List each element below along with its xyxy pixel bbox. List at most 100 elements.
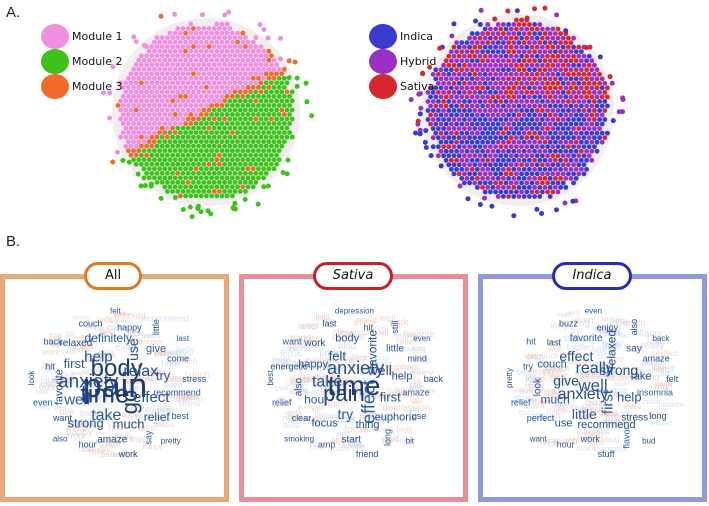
module-node: [123, 107, 129, 113]
strain-type-node: [505, 85, 512, 91]
module-node: [159, 43, 165, 50]
module-node: [229, 111, 236, 118]
module-node: [180, 98, 186, 104]
strain-type-node: [451, 89, 457, 96]
strain-type-node: [472, 162, 478, 168]
module-node: [276, 84, 282, 91]
strain-type-node: [511, 184, 517, 191]
module-node: [154, 80, 160, 86]
strain-type-node: [563, 103, 569, 109]
strain-type-node: [482, 89, 488, 96]
module-node: [208, 48, 215, 54]
strain-type-node: [479, 85, 486, 91]
strain-type-node: [560, 44, 566, 50]
module-node: [190, 89, 197, 95]
module-node: [201, 98, 207, 104]
strain-type-node: [472, 98, 478, 105]
module-node: [182, 193, 189, 199]
module-node: [164, 188, 171, 195]
strain-type-node: [482, 53, 488, 59]
strain-type-node: [482, 134, 488, 141]
strain-type-node: [596, 80, 603, 87]
strain-type-node: [443, 76, 449, 82]
module-node: [188, 184, 194, 190]
strain-type-node: [521, 112, 527, 118]
module-node: [156, 57, 163, 63]
module-node: [143, 134, 150, 140]
module-node: [203, 57, 210, 63]
strain-type-node: [482, 180, 488, 186]
module-node: [169, 134, 176, 140]
strain-type-node: [594, 94, 600, 100]
strain-type-node: [490, 39, 496, 46]
strain-type-node: [550, 171, 556, 177]
strain-type-node: [539, 71, 546, 78]
module-node: [258, 98, 264, 104]
module-node: [247, 89, 254, 95]
module-node: [216, 71, 223, 77]
strain-type-node: [557, 148, 564, 154]
strain-type-node: [529, 80, 535, 87]
strain-type-node: [511, 139, 517, 145]
strain-type-node: [508, 171, 514, 177]
strain-type-node: [550, 143, 556, 150]
module-node: [201, 134, 207, 140]
strain-type-node: [534, 152, 540, 159]
module-node: [271, 84, 277, 91]
module-node: [273, 80, 280, 86]
strain-type-node: [453, 130, 460, 136]
strain-type-node: [591, 89, 598, 96]
strain-type-node: [555, 80, 561, 87]
module-node: [255, 84, 262, 91]
module-node: [195, 71, 202, 77]
module-node: [185, 98, 191, 104]
strain-type-node: [503, 26, 509, 32]
module-node: [260, 120, 267, 127]
strain-type-node: [521, 39, 527, 46]
module-node: [219, 75, 225, 82]
module-node: [214, 57, 220, 63]
strain-type-node: [482, 107, 488, 114]
module-node: [253, 89, 259, 95]
module-node: [253, 170, 259, 177]
strain-type-node: [565, 53, 572, 59]
module-node: [151, 48, 158, 54]
strain-type-node: [599, 139, 605, 145]
module-node: [146, 129, 152, 136]
strain-type-node: [443, 121, 449, 127]
strain-type-node: [560, 152, 566, 159]
strain-type-node: [469, 85, 475, 91]
strain-type-node: [547, 184, 553, 191]
strain-type-node: [557, 166, 564, 173]
module-node: [221, 52, 228, 59]
module-node: [159, 161, 165, 167]
strain-type-node: [492, 80, 499, 87]
strain-type-node: [526, 166, 533, 173]
module-node: [177, 156, 184, 163]
module-node: [149, 89, 155, 95]
module-node: [211, 161, 217, 167]
module-node: [245, 120, 251, 127]
strain-type-outlier-node: [482, 195, 488, 201]
strain-type-node: [492, 125, 499, 132]
strain-type-node: [492, 71, 499, 78]
strain-type-node: [511, 30, 517, 37]
module-node: [149, 116, 155, 122]
module-node: [286, 102, 293, 109]
module-node: [240, 66, 246, 72]
module-node: [146, 102, 152, 109]
strain-type-node: [557, 130, 564, 136]
module-node: [203, 147, 210, 154]
strain-type-node: [581, 62, 587, 68]
strain-type-node: [539, 152, 546, 159]
module-node: [273, 134, 280, 140]
strain-type-node: [438, 67, 444, 73]
strain-type-node: [438, 103, 444, 109]
strain-type-node: [446, 53, 452, 59]
legend-label: Sativa: [400, 80, 435, 93]
strain-type-node: [555, 143, 561, 150]
strain-type-node: [581, 152, 587, 159]
module-node: [227, 152, 233, 158]
strain-type-node: [591, 125, 598, 132]
strain-type-node: [524, 162, 530, 168]
